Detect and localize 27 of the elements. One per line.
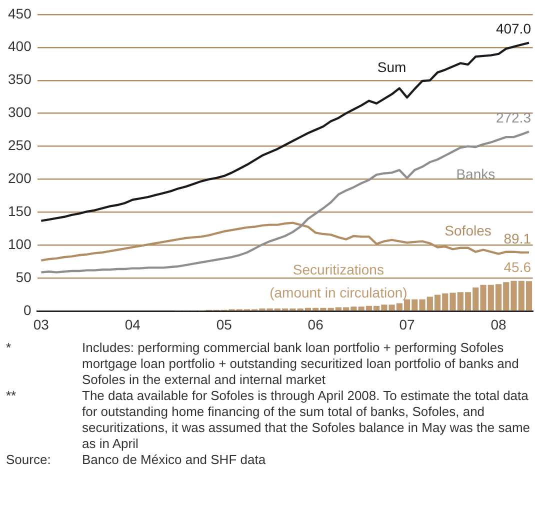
x-tick-label: 03 [33, 316, 50, 332]
data-label: 272.3 [496, 109, 532, 126]
data-label: 45.6 [504, 258, 532, 275]
y-tick-label: 100 [8, 236, 32, 252]
series-label: Sofoles [444, 222, 492, 239]
series-label: Sum [377, 59, 406, 76]
y-tick-label: 50 [16, 269, 32, 286]
y-tick-label: 200 [8, 170, 32, 186]
y-tick-label: 0 [24, 302, 32, 318]
x-tick-label: 04 [124, 316, 141, 332]
y-tick-label: 150 [8, 203, 32, 220]
x-tick-label: 05 [216, 316, 232, 332]
y-tick-label: 350 [8, 71, 32, 88]
y-tick-label: 300 [8, 104, 32, 120]
text: ** The data available for Sofoles is through April 2008. To estimate the total data for outstanding home financing of the sum total of banks, Sofoles, and securitizations, it was assumed that the Sofoles balance in May was the same as in April [6, 388, 530, 451]
x-tick-label: 08 [490, 316, 507, 332]
y-tick-label: 250 [8, 137, 32, 154]
x-tick-label: 07 [399, 316, 416, 332]
x-tick-label: 06 [308, 316, 324, 332]
text: Source: Banco de México and SHF data [6, 452, 266, 467]
y-tick-label: 450 [8, 5, 32, 22]
series-label: Securitizations (amount in circulation) [270, 262, 408, 301]
text: * Includes: performing commercial bank loan portfolio + performing Sofoles mortgage loan portfolio + outstanding securitized loan portfolio of banks and Sofoles in the external and internal market [6, 340, 519, 387]
y-tick-label: 400 [8, 38, 32, 54]
series-label: Banks [456, 166, 496, 182]
data-label: 89.1 [504, 230, 532, 246]
data-label: 407.0 [496, 20, 532, 37]
